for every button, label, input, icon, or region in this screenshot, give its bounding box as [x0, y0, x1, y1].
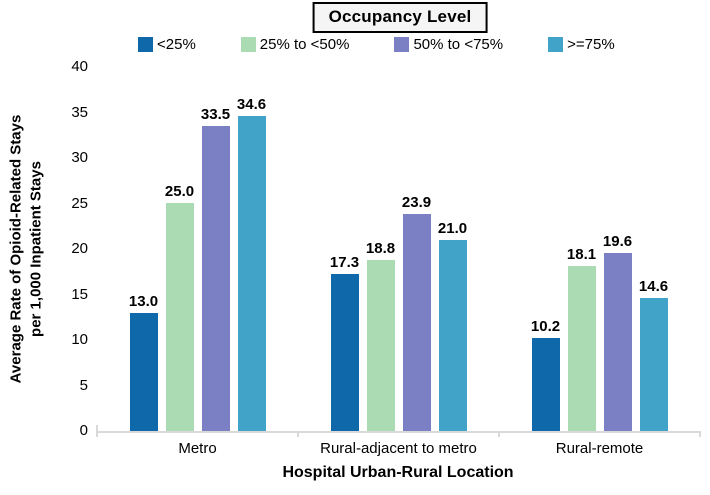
bar-wrap: 34.6: [237, 96, 266, 431]
bar-wrap: 14.6: [639, 278, 668, 431]
legend-title: Occupancy Level: [312, 2, 488, 33]
legend-item-label: >=75%: [567, 36, 615, 53]
bar-rural-adjacent-to-metro-series-2: [402, 214, 431, 431]
bar-wrap: 10.2: [531, 318, 560, 431]
plot-area: 13.0 25.0 33.5 34.6 17.3 18.8 23.9 21.0 10.2 18.1…: [97, 67, 700, 433]
bar-data-label: 25.0: [164, 183, 195, 200]
x-category-label: Rural-adjacent to metro: [320, 440, 477, 457]
legend-item-0: <25%: [138, 36, 196, 53]
bar-wrap: 33.5: [201, 106, 230, 431]
bar-wrap: 23.9: [402, 194, 431, 431]
bar-data-label: 33.5: [200, 106, 231, 123]
y-tick-label: 5: [79, 376, 88, 394]
legend-item-3: >=75%: [548, 36, 615, 53]
legend-item-2: 50% to <75%: [394, 36, 503, 53]
category-group-1: 17.3 18.8 23.9 21.0: [298, 67, 499, 431]
bar-rural-adjacent-to-metro-series-0: [330, 274, 359, 431]
x-axis-title: Hospital Urban-Rural Location: [282, 464, 514, 481]
bar-wrap: 17.3: [330, 254, 359, 431]
bar-data-label: 23.9: [401, 194, 432, 211]
bar-metro-series-2: [201, 126, 230, 431]
bar-metro-series-1: [165, 203, 194, 431]
bar-wrap: 18.8: [366, 240, 395, 431]
legend: <25% 25% to <50% 50% to <75% >=75%: [138, 36, 615, 53]
legend-swatch-icon: [548, 37, 564, 52]
bar-data-label: 10.2: [530, 318, 561, 335]
bar-metro-series-0: [129, 313, 158, 431]
bar-data-label: 18.1: [566, 246, 597, 263]
legend-swatch-icon: [240, 37, 256, 52]
legend-item-label: 25% to <50%: [259, 36, 350, 53]
bar-data-label: 18.8: [365, 240, 396, 257]
y-tick-label: 10: [71, 331, 88, 348]
bar-rural-remote-series-0: [531, 338, 560, 431]
bar-wrap: 18.1: [567, 246, 596, 431]
bar-data-label: 17.3: [329, 254, 360, 271]
bar-wrap: 25.0: [165, 183, 194, 431]
bar-data-label: 21.0: [437, 220, 468, 237]
bar-data-label: 13.0: [128, 293, 159, 310]
bar-rural-remote-series-1: [567, 266, 596, 431]
legend-swatch-icon: [394, 37, 410, 52]
bar-wrap: 13.0: [129, 293, 158, 431]
bar-rural-remote-series-2: [603, 253, 632, 431]
x-category-label: Rural-remote: [555, 440, 644, 457]
bar-data-label: 34.6: [236, 96, 267, 113]
bar-wrap: 21.0: [438, 220, 467, 431]
category-group-2: 10.2 18.1 19.6 14.6: [499, 67, 700, 431]
bar-data-label: 19.6: [602, 233, 633, 250]
x-axis-tick: [498, 431, 500, 437]
legend-item-1: 25% to <50%: [240, 36, 350, 53]
y-axis-title: Average Rate of Opioid-Related Stays per…: [7, 114, 45, 384]
y-tick-label: 35: [71, 103, 88, 121]
x-axis-tick: [297, 431, 299, 437]
legend-item-label: <25%: [157, 36, 196, 53]
bar-rural-adjacent-to-metro-series-1: [366, 260, 395, 431]
x-axis-tick: [96, 431, 98, 437]
legend-item-label: 50% to <75%: [413, 36, 504, 53]
y-tick-label: 15: [71, 285, 88, 303]
x-category-label: Metro: [178, 440, 217, 457]
y-tick-label: 30: [71, 149, 88, 166]
y-tick-label: 20: [71, 240, 88, 257]
y-tick-label: 25: [71, 194, 88, 212]
y-tick-label: 0: [79, 422, 88, 439]
bar-wrap: 19.6: [603, 233, 632, 431]
bar-rural-adjacent-to-metro-series-3: [438, 240, 467, 431]
category-group-0: 13.0 25.0 33.5 34.6: [97, 67, 298, 431]
legend-swatch-icon: [138, 37, 153, 52]
axis-end-tick: [96, 425, 98, 431]
y-tick-label: 40: [71, 58, 88, 75]
bar-rural-remote-series-3: [639, 298, 668, 431]
bar-data-label: 14.6: [638, 278, 669, 295]
x-axis-tick: [699, 431, 701, 437]
bar-metro-series-3: [237, 116, 266, 431]
